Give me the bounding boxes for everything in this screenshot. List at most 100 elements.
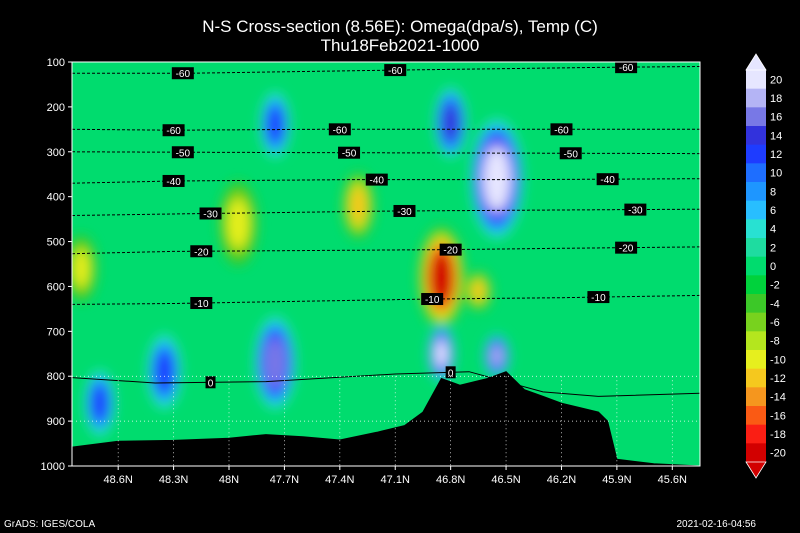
colorbar-label: 12 (770, 149, 782, 161)
terrain-profile (72, 371, 700, 466)
colorbar-segment (746, 200, 766, 220)
isotherm-label-bg (190, 245, 213, 258)
isotherm-label-bg (205, 376, 216, 389)
colorbar-label: -18 (770, 429, 786, 441)
colorbar-label: -8 (770, 336, 780, 348)
colorbar-segment (746, 387, 766, 407)
isotherm-label-bg (328, 123, 351, 136)
isotherm-label: -60 (388, 66, 403, 77)
omega-cell (349, 186, 367, 225)
colorbar-label: 20 (770, 74, 782, 86)
isotherm-label-bg (365, 173, 388, 186)
isotherm-label-bg (587, 291, 610, 304)
y-tick-label: 600 (47, 281, 65, 293)
footer-timestamp: 2021-02-16-04:56 (676, 519, 756, 530)
x-tick-label: 46.5N (491, 474, 520, 486)
colorbar-label: -2 (770, 280, 780, 292)
y-tick-label: 200 (47, 102, 65, 114)
isotherm-label-bg (559, 147, 582, 160)
x-tick-label: 48N (219, 474, 239, 486)
colorbar-segment (746, 70, 766, 90)
colorbar-top-arrow (745, 53, 767, 71)
colorbar-segment (746, 406, 766, 426)
colorbar-segment (746, 275, 766, 295)
isotherm-line (72, 208, 700, 216)
isotherm-label: -60 (166, 126, 181, 137)
colorbar: 20181614121086420-2-4-6-8-10-12-14-16-18… (745, 53, 786, 479)
isotherm-label-bg (596, 173, 619, 186)
omega-cell (483, 147, 511, 211)
y-tick-label: 500 (47, 237, 65, 249)
isotherm-label-bg (199, 207, 222, 220)
isotherm-label: -10 (591, 293, 606, 304)
isotherm-label-bg (550, 123, 573, 136)
colorbar-segment (746, 238, 766, 258)
isotherm-label: -40 (166, 177, 181, 188)
y-tick-label: 300 (47, 147, 65, 159)
colorbar-label: 10 (770, 168, 782, 180)
isotherm-label-bg (171, 67, 194, 80)
x-tick-label: 48.3N (159, 474, 188, 486)
colorbar-bottom-arrow (745, 461, 767, 479)
colorbar-label: -6 (770, 317, 780, 329)
isotherm-label: -50 (176, 148, 191, 159)
colorbar-segment (746, 294, 766, 314)
isotherm-line (72, 371, 700, 397)
x-tick-label: 45.9N (602, 474, 631, 486)
isotherm-label: 0 (448, 368, 454, 379)
colorbar-label: 8 (770, 186, 776, 198)
chart-subtitle: Thu18Feb2021-1000 (320, 36, 480, 55)
colorbar-segment (746, 443, 766, 463)
omega-cell (264, 337, 287, 388)
omega-cell (227, 198, 250, 249)
omega-cell (154, 349, 175, 394)
colorbar-segment (746, 350, 766, 370)
isotherm-label: -50 (342, 149, 357, 160)
footer-credit: GrADS: IGES/COLA (4, 519, 96, 530)
colorbar-segment (746, 219, 766, 239)
colorbar-label: 2 (770, 242, 776, 254)
isotherm-label: -20 (194, 247, 209, 258)
colorbar-label: 18 (770, 93, 782, 105)
colorbar-segment (746, 107, 766, 127)
colorbar-segment (746, 182, 766, 202)
plot-frame (71, 61, 701, 467)
isotherm-label-bg (162, 174, 185, 187)
isotherm-label-bg (384, 64, 407, 77)
omega-cell (266, 105, 284, 144)
isotherm-label-bg (171, 146, 194, 159)
colorbar-label: -10 (770, 354, 786, 366)
colorbar-segment (746, 88, 766, 108)
isotherm-label-bg (162, 124, 185, 137)
grid (72, 375, 700, 466)
omega-cell (435, 340, 448, 368)
colorbar-segment (746, 144, 766, 164)
isotherm-label-bg (421, 293, 444, 306)
x-axis: 48.6N 48.3N 48N 47.7N 47.4N 47.1N 46.8N 46.5N 46… (103, 466, 687, 486)
colorbar-label: 4 (770, 224, 776, 236)
isotherm-label-bg (624, 203, 647, 216)
isotherm-line (72, 178, 700, 184)
isotherm-label: 0 (208, 378, 214, 389)
isotherm-label-bg (615, 241, 638, 254)
isotherm-label-bg (445, 366, 456, 379)
terrain (72, 371, 700, 466)
omega-cell (430, 251, 453, 304)
colorbar-label: 0 (770, 261, 776, 273)
isotherm-label: -20 (443, 246, 458, 257)
colorbar-label: -20 (770, 448, 786, 460)
isotherm-label-bg (338, 146, 361, 159)
x-tick-label: 46.8N (436, 474, 465, 486)
y-tick-label: 400 (47, 192, 65, 204)
omega-cell (471, 280, 486, 302)
isotherm-label: -30 (203, 209, 218, 220)
colorbar-segment (746, 331, 766, 351)
colorbar-label: -4 (770, 298, 780, 310)
colorbar-segment (746, 163, 766, 183)
isotherm-label-bg (615, 62, 638, 74)
colorbar-segment (746, 312, 766, 332)
isotherm-label-bg (190, 297, 213, 310)
colorbar-segment (746, 256, 766, 276)
isotherm-label: -50 (563, 149, 578, 160)
